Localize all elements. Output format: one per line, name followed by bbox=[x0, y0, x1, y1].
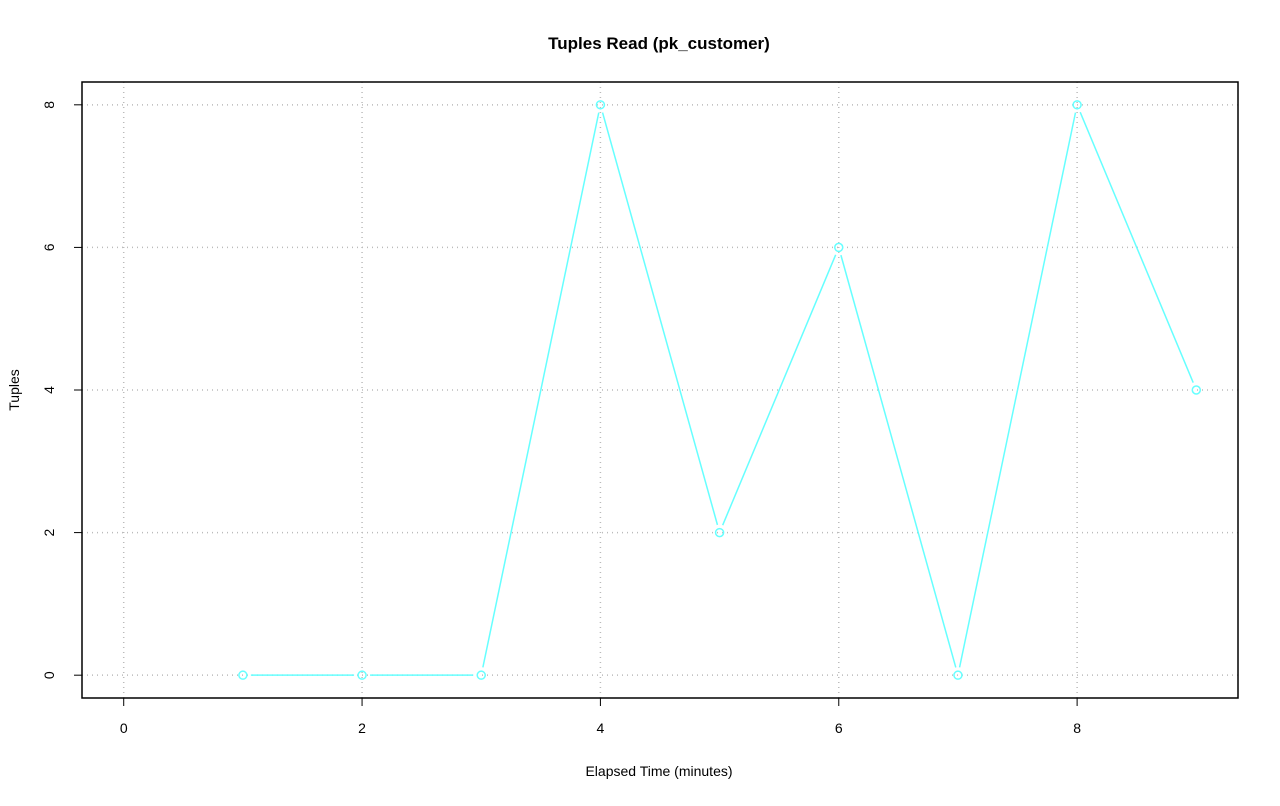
series-line-segment bbox=[721, 254, 837, 526]
data-point bbox=[595, 100, 606, 110]
data-point bbox=[357, 670, 367, 680]
series-line-segment bbox=[958, 112, 1077, 668]
y-tick-label: 0 bbox=[41, 671, 57, 679]
data-point bbox=[1072, 100, 1082, 110]
y-axis: 0 2 4 6 8 bbox=[41, 101, 82, 679]
series-line-segment bbox=[601, 112, 719, 526]
x-tick-label: 6 bbox=[835, 720, 843, 736]
data-point bbox=[1191, 385, 1202, 395]
data-point bbox=[476, 670, 486, 680]
data-point bbox=[714, 527, 725, 538]
x-axis: 0 2 4 6 8 bbox=[120, 697, 1081, 736]
y-axis-label: Tuples bbox=[6, 369, 22, 411]
y-tick-label: 2 bbox=[41, 528, 57, 536]
data-point bbox=[238, 670, 248, 680]
grid bbox=[82, 82, 1238, 698]
y-tick-label: 4 bbox=[41, 386, 57, 394]
data-point bbox=[834, 242, 844, 253]
x-tick-label: 0 bbox=[120, 720, 128, 736]
y-tick-label: 6 bbox=[41, 243, 57, 251]
x-axis-label: Elapsed Time (minutes) bbox=[585, 763, 732, 779]
data-point bbox=[953, 670, 963, 680]
series-line-segment bbox=[840, 254, 957, 668]
series bbox=[238, 100, 1202, 680]
x-tick-label: 4 bbox=[597, 720, 605, 736]
chart-title: Tuples Read (pk_customer) bbox=[548, 34, 770, 53]
series-line-segment bbox=[482, 112, 600, 668]
series-line-segment bbox=[1079, 111, 1194, 383]
y-tick-label: 8 bbox=[41, 101, 57, 109]
plot-frame bbox=[81, 81, 1239, 699]
x-tick-label: 8 bbox=[1073, 720, 1081, 736]
x-tick-label: 2 bbox=[358, 720, 366, 736]
